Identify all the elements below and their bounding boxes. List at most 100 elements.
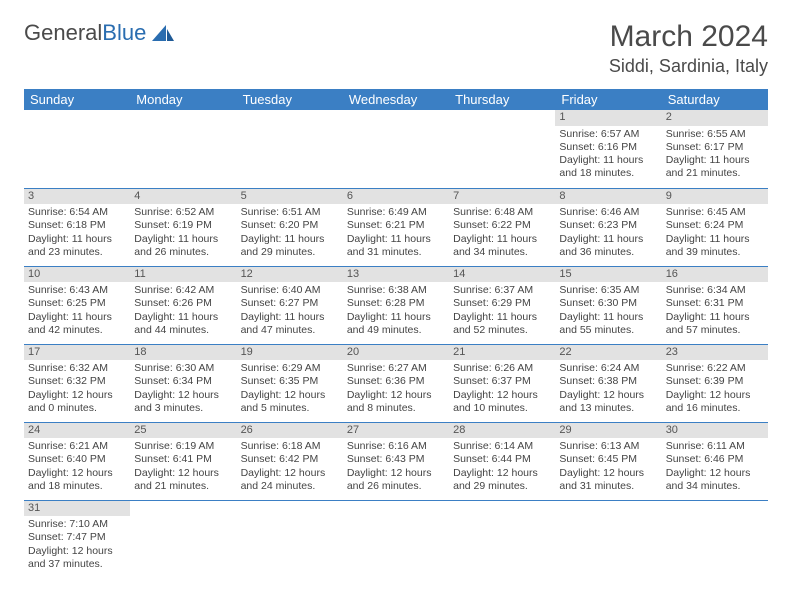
day-detail-line: Daylight: 11 hours [666, 154, 764, 167]
day-detail-line: and 57 minutes. [666, 324, 764, 337]
day-detail-line: Sunrise: 6:49 AM [347, 206, 445, 219]
day-detail-line: Sunset: 6:42 PM [241, 453, 339, 466]
day-detail-line: Daylight: 12 hours [559, 389, 657, 402]
calendar-day: 7Sunrise: 6:48 AMSunset: 6:22 PMDaylight… [449, 188, 555, 266]
day-detail-line: Sunrise: 6:45 AM [666, 206, 764, 219]
day-detail-line: and 8 minutes. [347, 402, 445, 415]
calendar-day-empty: . [24, 110, 130, 188]
calendar-day: 22Sunrise: 6:24 AMSunset: 6:38 PMDayligh… [555, 344, 661, 422]
day-detail-line: Sunrise: 7:10 AM [28, 518, 126, 531]
day-detail-line: Sunset: 6:35 PM [241, 375, 339, 388]
weekday-header: Wednesday [343, 89, 449, 110]
day-detail-line: and 23 minutes. [28, 246, 126, 259]
day-number: 17 [24, 345, 130, 361]
day-detail-line: Sunrise: 6:22 AM [666, 362, 764, 375]
day-detail-line: Sunset: 6:30 PM [559, 297, 657, 310]
day-detail-line: Daylight: 11 hours [559, 154, 657, 167]
day-number: 26 [237, 423, 343, 439]
day-detail-line: Sunset: 6:19 PM [134, 219, 232, 232]
day-detail-line: Sunrise: 6:57 AM [559, 128, 657, 141]
title-block: March 2024 Siddi, Sardinia, Italy [609, 20, 768, 77]
calendar-week: 3Sunrise: 6:54 AMSunset: 6:18 PMDaylight… [24, 188, 768, 266]
day-detail-line: Sunset: 6:18 PM [28, 219, 126, 232]
day-detail-line: and 0 minutes. [28, 402, 126, 415]
day-detail-line: Sunset: 6:40 PM [28, 453, 126, 466]
calendar-day: 8Sunrise: 6:46 AMSunset: 6:23 PMDaylight… [555, 188, 661, 266]
month-title: March 2024 [609, 20, 768, 54]
calendar-day-empty: . [449, 500, 555, 578]
calendar-day: 24Sunrise: 6:21 AMSunset: 6:40 PMDayligh… [24, 422, 130, 500]
day-detail-line: Sunset: 6:26 PM [134, 297, 232, 310]
day-detail-line: Daylight: 12 hours [28, 545, 126, 558]
day-number: 29 [555, 423, 661, 439]
calendar-day: 20Sunrise: 6:27 AMSunset: 6:36 PMDayligh… [343, 344, 449, 422]
day-number: 27 [343, 423, 449, 439]
calendar-day: 26Sunrise: 6:18 AMSunset: 6:42 PMDayligh… [237, 422, 343, 500]
calendar-day: 25Sunrise: 6:19 AMSunset: 6:41 PMDayligh… [130, 422, 236, 500]
calendar-day: 15Sunrise: 6:35 AMSunset: 6:30 PMDayligh… [555, 266, 661, 344]
day-number: 2 [662, 110, 768, 126]
calendar-body: ..... 1Sunrise: 6:57 AMSunset: 6:16 PMDay… [24, 110, 768, 578]
calendar-day: 18Sunrise: 6:30 AMSunset: 6:34 PMDayligh… [130, 344, 236, 422]
day-number: 16 [662, 267, 768, 283]
day-detail-line: and 36 minutes. [559, 246, 657, 259]
logo-text-2: Blue [102, 20, 146, 46]
day-detail-line: Daylight: 12 hours [453, 389, 551, 402]
sail-icon [150, 23, 176, 43]
day-detail-line: and 26 minutes. [134, 246, 232, 259]
day-detail-line: and 16 minutes. [666, 402, 764, 415]
day-detail-line: Daylight: 12 hours [453, 467, 551, 480]
day-detail-line: Daylight: 11 hours [347, 233, 445, 246]
day-detail-line: Sunrise: 6:55 AM [666, 128, 764, 141]
day-detail-line: Daylight: 12 hours [134, 389, 232, 402]
calendar-day-empty: . [130, 110, 236, 188]
day-number: 8 [555, 189, 661, 205]
day-detail-line: Sunset: 6:20 PM [241, 219, 339, 232]
day-number: 18 [130, 345, 236, 361]
day-detail-line: Sunset: 6:21 PM [347, 219, 445, 232]
weekday-header: Saturday [662, 89, 768, 110]
day-detail-line: Sunset: 6:22 PM [453, 219, 551, 232]
calendar-day-empty: . [662, 500, 768, 578]
calendar-day: 4Sunrise: 6:52 AMSunset: 6:19 PMDaylight… [130, 188, 236, 266]
day-number: 13 [343, 267, 449, 283]
calendar-day: 1Sunrise: 6:57 AMSunset: 6:16 PMDaylight… [555, 110, 661, 188]
logo-text-1: General [24, 20, 102, 46]
day-number: 20 [343, 345, 449, 361]
day-detail-line: Daylight: 11 hours [453, 311, 551, 324]
day-number: 28 [449, 423, 555, 439]
header: GeneralBlue March 2024 Siddi, Sardinia, … [24, 20, 768, 77]
day-detail-line: Sunrise: 6:27 AM [347, 362, 445, 375]
day-detail-line: and 26 minutes. [347, 480, 445, 493]
location: Siddi, Sardinia, Italy [609, 56, 768, 77]
day-detail-line: and 21 minutes. [134, 480, 232, 493]
calendar-day-empty: . [343, 500, 449, 578]
day-number: 23 [662, 345, 768, 361]
day-detail-line: Daylight: 11 hours [241, 311, 339, 324]
calendar-week: 31Sunrise: 7:10 AMSunset: 7:47 PMDayligh… [24, 500, 768, 578]
calendar-day: 2Sunrise: 6:55 AMSunset: 6:17 PMDaylight… [662, 110, 768, 188]
day-detail-line: Daylight: 12 hours [347, 389, 445, 402]
day-detail-line: and 42 minutes. [28, 324, 126, 337]
day-detail-line: Sunrise: 6:52 AM [134, 206, 232, 219]
day-number: 3 [24, 189, 130, 205]
day-detail-line: Daylight: 11 hours [134, 233, 232, 246]
calendar-day: 5Sunrise: 6:51 AMSunset: 6:20 PMDaylight… [237, 188, 343, 266]
day-detail-line: Sunset: 6:46 PM [666, 453, 764, 466]
day-detail-line: Sunset: 7:47 PM [28, 531, 126, 544]
day-detail-line: Sunrise: 6:19 AM [134, 440, 232, 453]
day-number: 6 [343, 189, 449, 205]
day-detail-line: and 39 minutes. [666, 246, 764, 259]
day-detail-line: Sunset: 6:37 PM [453, 375, 551, 388]
day-detail-line: Sunset: 6:24 PM [666, 219, 764, 232]
day-detail-line: and 49 minutes. [347, 324, 445, 337]
day-detail-line: Sunrise: 6:24 AM [559, 362, 657, 375]
calendar-day: 13Sunrise: 6:38 AMSunset: 6:28 PMDayligh… [343, 266, 449, 344]
day-detail-line: Sunset: 6:38 PM [559, 375, 657, 388]
calendar-day: 11Sunrise: 6:42 AMSunset: 6:26 PMDayligh… [130, 266, 236, 344]
day-detail-line: Sunrise: 6:48 AM [453, 206, 551, 219]
day-detail-line: and 29 minutes. [241, 246, 339, 259]
day-detail-line: Daylight: 12 hours [134, 467, 232, 480]
calendar-day-empty: . [343, 110, 449, 188]
day-detail-line: and 34 minutes. [453, 246, 551, 259]
